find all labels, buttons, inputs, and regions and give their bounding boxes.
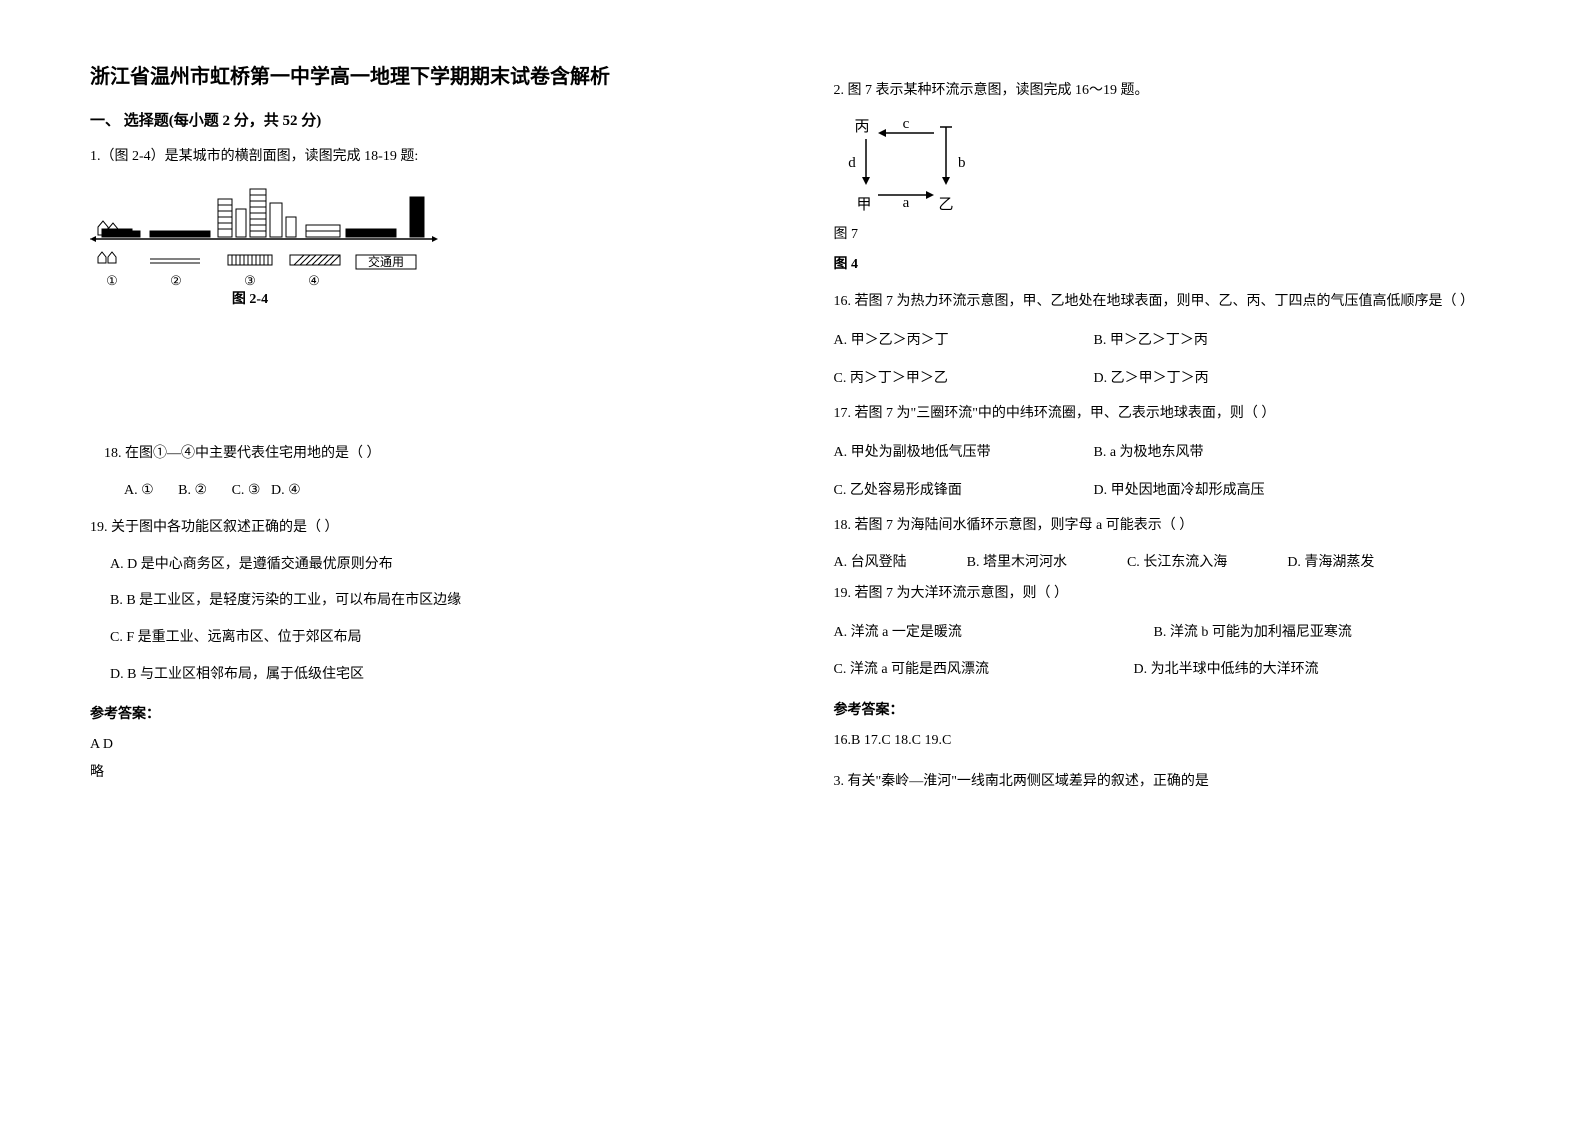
q2-17-text: 17. 若图 7 为"三圈环流"中的中纬环流圈，甲、乙表示地球表面，则（ ） — [834, 399, 1528, 430]
svg-text:甲: 甲 — [856, 197, 871, 213]
q1-19-optD: D. B 与工业区相邻布局，属于低级住宅区 — [90, 660, 734, 691]
q1-19-optB: B. B 是工业区，是轻度污染的工业，可以布局在市区边缘 — [90, 586, 734, 617]
q1-answer: A D — [90, 731, 734, 759]
q1-18-optD: D. ④ — [271, 483, 301, 498]
q1-18-text: 18. 在图①—④中主要代表住宅用地的是（ ） — [90, 439, 734, 470]
svg-text:④: ④ — [308, 273, 320, 288]
right-column: 2. 图 7 表示某种环流示意图，读图完成 16～19 题。 — [794, 0, 1587, 1122]
svg-text:d: d — [848, 155, 856, 171]
q1-19-text: 19. 关于图中各功能区叙述正确的是（ ） — [90, 513, 734, 544]
legend-traffic-label: 交通用 — [368, 254, 404, 269]
q1-19-optA: A. D 是中心商务区，是遵循交通最优原则分布 — [90, 550, 734, 581]
svg-text:乙: 乙 — [938, 197, 953, 213]
section-heading: 一、 选择题(每小题 2 分，共 52 分) — [90, 109, 734, 130]
q2-17-row1: A. 甲处为副极地低气压带 B. a 为极地东风带 — [834, 436, 1528, 470]
fig7-caption: 图 7 — [834, 223, 1528, 243]
q1-intro: 1.（图 2-4）是某城市的横剖面图，读图完成 18-19 题: — [90, 144, 734, 169]
figure-7: 丙 c d b 甲 a 乙 — [834, 113, 1528, 213]
q2-answer: 16.B 17.C 18.C 19.C — [834, 727, 1528, 755]
q2-17-optD: D. 甲处因地面冷却形成高压 — [1094, 474, 1265, 508]
q2-16-optA: A. 甲＞乙＞丙＞丁 — [834, 324, 1094, 358]
q1-18-options: A. ① B. ② C. ③ D. ④ — [90, 476, 734, 507]
svg-text:①: ① — [106, 273, 118, 288]
q2-16-row2: C. 丙＞丁＞甲＞乙 D. 乙＞甲＞丁＞丙 — [834, 362, 1528, 396]
q2-19-row1: A. 洋流 a 一定是暖流 B. 洋流 b 可能为加利福尼亚寒流 — [834, 616, 1528, 650]
svg-text:③: ③ — [244, 273, 256, 288]
q2-17-optC: C. 乙处容易形成锋面 — [834, 474, 1094, 508]
q2-19-optA: A. 洋流 a 一定是暖流 — [834, 616, 1154, 650]
q2-18-optC: C. 长江东流入海 — [1127, 548, 1227, 579]
q2-18-text: 18. 若图 7 为海陆间水循环示意图，则字母 a 可能表示（ ） — [834, 511, 1528, 542]
q2-19-text: 19. 若图 7 为大洋环流示意图，则（ ） — [834, 579, 1528, 610]
q2-19-optB: B. 洋流 b 可能为加利福尼亚寒流 — [1154, 616, 1352, 650]
q2-19-optD: D. 为北半球中低纬的大洋环流 — [1134, 653, 1319, 687]
q2-answer-heading: 参考答案： — [834, 699, 1528, 719]
q2-16-optD: D. 乙＞甲＞丁＞丙 — [1094, 362, 1209, 396]
q2-19-row2: C. 洋流 a 可能是西风漂流 D. 为北半球中低纬的大洋环流 — [834, 653, 1528, 687]
svg-text:b: b — [958, 155, 966, 171]
svg-text:c: c — [902, 116, 909, 132]
q1-answer-extra: 略 — [90, 759, 734, 787]
q2-16-row1: A. 甲＞乙＞丙＞丁 B. 甲＞乙＞丁＞丙 — [834, 324, 1528, 358]
q2-16-text: 16. 若图 7 为热力环流示意图，甲、乙地处在地球表面，则甲、乙、丙、丁四点的… — [834, 287, 1528, 318]
q1-18-optA: A. ① — [124, 483, 154, 498]
svg-text:a: a — [902, 195, 909, 211]
q2-18-optD: D. 青海湖蒸发 — [1287, 548, 1374, 579]
q2-17-optB: B. a 为极地东风带 — [1094, 436, 1204, 470]
left-column: 浙江省温州市虹桥第一中学高一地理下学期期末试卷含解析 一、 选择题(每小题 2 … — [0, 0, 794, 1122]
q1-18-optB: B. ② — [178, 483, 207, 498]
q2-17-optA: A. 甲处为副极地低气压带 — [834, 436, 1094, 470]
q2-17-row2: C. 乙处容易形成锋面 D. 甲处因地面冷却形成高压 — [834, 474, 1528, 508]
fig4-caption: 图 4 — [834, 253, 1528, 273]
q1-19-optC: C. F 是重工业、远离市区、位于郊区布局 — [90, 623, 734, 654]
q2-18-optA: A. 台风登陆 — [834, 548, 907, 579]
q3-intro: 3. 有关"秦岭—淮河"一线南北两侧区域差异的叙述，正确的是 — [834, 769, 1528, 794]
q2-16-optC: C. 丙＞丁＞甲＞乙 — [834, 362, 1094, 396]
svg-text:②: ② — [170, 273, 182, 288]
q2-18-optB: B. 塔里木河河水 — [967, 548, 1067, 579]
q1-answer-heading: 参考答案： — [90, 703, 734, 723]
svg-text:丙: 丙 — [854, 119, 869, 135]
q2-18-opts: A. 台风登陆 B. 塔里木河河水 C. 长江东流入海 D. 青海湖蒸发 — [834, 548, 1528, 579]
q2-19-optC: C. 洋流 a 可能是西风漂流 — [834, 653, 1134, 687]
figure-2-4: 交通用 ① ② ③ ④ 图 2-4 — [90, 179, 734, 309]
q2-intro: 2. 图 7 表示某种环流示意图，读图完成 16～19 题。 — [834, 78, 1528, 103]
q2-16-optB: B. 甲＞乙＞丁＞丙 — [1094, 324, 1208, 358]
svg-text:图 2-4: 图 2-4 — [232, 291, 268, 307]
q1-18-optC: C. ③ — [232, 483, 261, 498]
spacer — [90, 319, 734, 439]
page-title: 浙江省温州市虹桥第一中学高一地理下学期期末试卷含解析 — [90, 60, 734, 89]
